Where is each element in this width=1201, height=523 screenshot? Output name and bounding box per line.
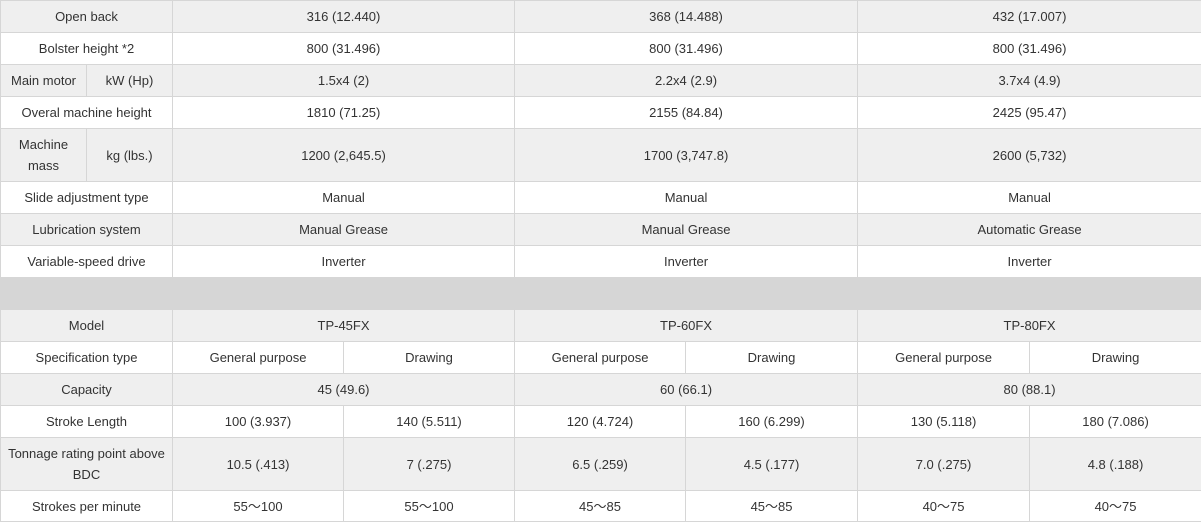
row-lubrication: Lubrication system Manual Grease Manual … [0,213,1201,246]
label-strokes-per-minute: Strokes per minute [0,490,173,522]
cell-tp60-bolster-height: 800 (31.496) [514,32,859,65]
cell-tp80-capacity: 80 (88.1) [857,373,1201,406]
cell-tp45-open-back: 316 (12.440) [171,0,516,33]
cell-tp80-general-spec-type: General purpose [857,341,1031,374]
label-drive: Variable-speed drive [0,245,173,278]
label-slide-adjustment: Slide adjustment type [0,181,173,214]
cell-tp60-drawing-tonnage-point: 4.5 (.177) [685,437,859,491]
cell-tp60-general-spm: 45～85 [514,490,687,522]
cell-tp80-open-back: 432 (17.007) [857,0,1201,33]
cell-tp45-drawing-tonnage-point: 7 (.275) [342,437,516,491]
label-machine-height: Overal machine height [0,96,173,129]
unit-machine-mass: kg (lbs.) [86,128,173,182]
cell-tp45-capacity: 45 (49.6) [171,373,516,406]
cell-tp45-slide-adjustment: Manual [171,181,516,214]
cell-tp80-drawing-spec-type: Drawing [1029,341,1201,374]
cell-tp80-main-motor: 3.7x4 (4.9) [857,64,1201,97]
label-bolster-height: Bolster height *2 [0,32,173,65]
row-main-motor: Main motor kW (Hp) 1.5x4 (2) 2.2x4 (2.9)… [0,64,1201,97]
divider-band [0,277,1201,310]
cell-tp80-lubrication: Automatic Grease [857,213,1201,246]
cell-tp45-drawing-spec-type: Drawing [342,341,516,374]
cell-tp80-machine-mass: 2600 (5,732) [857,128,1201,182]
cell-tp45-main-motor: 1.5x4 (2) [171,64,516,97]
cell-tp80-drawing-spm: 40～75 [1029,490,1201,522]
cell-tp80-drawing-stroke-length: 180 (7.086) [1029,405,1201,438]
cell-tp80-bolster-height: 800 (31.496) [857,32,1201,65]
cell-tp60-machine-height: 2155 (84.84) [514,96,859,129]
cell-tp80-slide-adjustment: Manual [857,181,1201,214]
cell-tp60-slide-adjustment: Manual [514,181,859,214]
row-drive: Variable-speed drive Inverter Inverter I… [0,245,1201,278]
cell-tp80-drawing-tonnage-point: 4.8 (.188) [1029,437,1201,491]
cell-tp80-machine-height: 2425 (95.47) [857,96,1201,129]
cell-tp45-drive: Inverter [171,245,516,278]
row-spec-type: Specification type General purpose Drawi… [0,341,1201,374]
cell-tp45-lubrication: Manual Grease [171,213,516,246]
cell-tp80-drive: Inverter [857,245,1201,278]
label-machine-mass: Machine mass [0,128,87,182]
label-model: Model [0,309,173,342]
cell-tp45-bolster-height: 800 (31.496) [171,32,516,65]
label-lubrication: Lubrication system [0,213,173,246]
label-stroke-length: Stroke Length [0,405,173,438]
cell-tp45-drawing-stroke-length: 140 (5.511) [342,405,516,438]
unit-main-motor: kW (Hp) [86,64,173,97]
row-bolster-height: Bolster height *2 800 (31.496) 800 (31.4… [0,32,1201,65]
cell-tp45-general-spec-type: General purpose [172,341,344,374]
cell-tp80-general-tonnage-point: 7.0 (.275) [857,437,1031,491]
cell-tp45-general-tonnage-point: 10.5 (.413) [172,437,344,491]
cell-tp60-drawing-spm: 45～85 [685,490,859,522]
cell-tp60-drive: Inverter [514,245,859,278]
row-strokes-per-minute: Strokes per minute 55～100 55～100 45～85 4… [0,490,1201,522]
cell-tp60-general-stroke-length: 120 (4.724) [514,405,687,438]
label-spec-type: Specification type [0,341,173,374]
cell-tp60-main-motor: 2.2x4 (2.9) [514,64,859,97]
label-capacity: Capacity [0,373,173,406]
row-stroke-length: Stroke Length 100 (3.937) 140 (5.511) 12… [0,405,1201,438]
row-slide-adjustment: Slide adjustment type Manual Manual Manu… [0,181,1201,214]
cell-tp60-model: TP-60FX [514,309,859,342]
row-tonnage-point: Tonnage rating point above BDC 10.5 (.41… [0,437,1201,491]
cell-tp60-machine-mass: 1700 (3,747.8) [514,128,859,182]
label-main-motor: Main motor [0,64,87,97]
cell-tp60-general-spec-type: General purpose [514,341,687,374]
row-open-back: Open back 316 (12.440) 368 (14.488) 432 … [0,0,1201,33]
cell-tp45-general-spm: 55～100 [172,490,344,522]
cell-tp45-model: TP-45FX [171,309,516,342]
row-machine-mass: Machine mass kg (lbs.) 1200 (2,645.5) 17… [0,128,1201,182]
cell-tp60-open-back: 368 (14.488) [514,0,859,33]
label-open-back: Open back [0,0,173,33]
cell-tp45-general-stroke-length: 100 (3.937) [172,405,344,438]
label-tonnage-point: Tonnage rating point above BDC [0,437,173,491]
cell-tp60-lubrication: Manual Grease [514,213,859,246]
cell-tp80-model: TP-80FX [857,309,1201,342]
cell-tp45-machine-mass: 1200 (2,645.5) [171,128,516,182]
cell-tp45-machine-height: 1810 (71.25) [171,96,516,129]
cell-tp60-drawing-spec-type: Drawing [685,341,859,374]
row-machine-height: Overal machine height 1810 (71.25) 2155 … [0,96,1201,129]
cell-tp80-general-stroke-length: 130 (5.118) [857,405,1031,438]
row-model: Model TP-45FX TP-60FX TP-80FX [0,309,1201,342]
cell-tp60-capacity: 60 (66.1) [514,373,859,406]
cell-tp80-general-spm: 40～75 [857,490,1031,522]
section-divider [0,277,1201,310]
cell-tp45-drawing-spm: 55～100 [342,490,516,522]
cell-tp60-drawing-stroke-length: 160 (6.299) [685,405,859,438]
row-capacity: Capacity 45 (49.6) 60 (66.1) 80 (88.1) [0,373,1201,406]
cell-tp60-general-tonnage-point: 6.5 (.259) [514,437,687,491]
